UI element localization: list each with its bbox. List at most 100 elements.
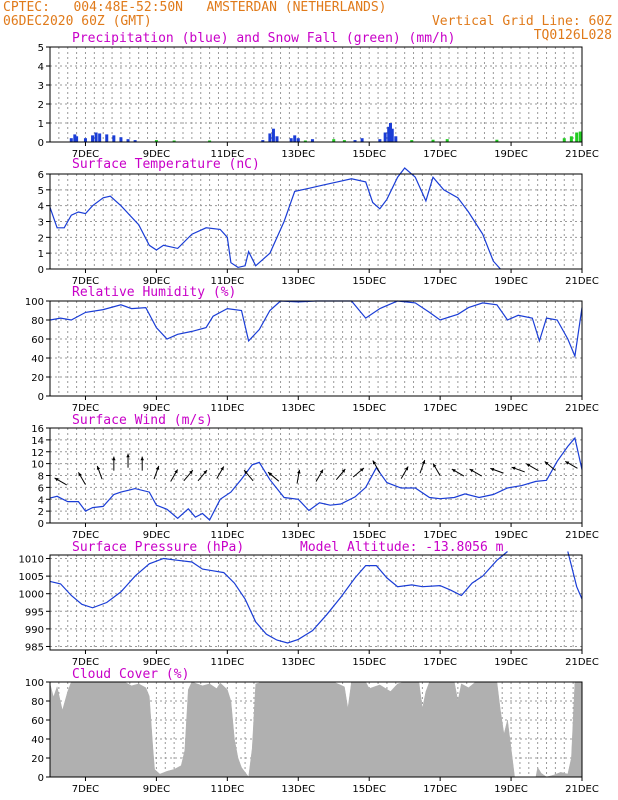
wind-arrow [153, 465, 160, 480]
rain-bar [69, 138, 73, 142]
pressure-frame [49, 554, 583, 651]
wind-arrow [54, 477, 67, 486]
rain-bar [126, 139, 130, 142]
wind-arrow-head [189, 470, 193, 475]
snow-bar [495, 139, 499, 142]
precip-ytick-label: 4 [38, 62, 44, 73]
cloud-cover-area [49, 681, 583, 778]
pressure-series-line [49, 551, 508, 644]
pressure-xtick-label: 21DEC [565, 657, 599, 668]
wind-xtick-label: 19DEC [494, 530, 528, 541]
wind-arrow-head [372, 460, 377, 465]
cloud-xtick-label: 13DEC [281, 784, 315, 795]
snow-bar [569, 136, 573, 142]
rain-bar [378, 139, 382, 142]
rain-bar [383, 132, 387, 142]
cloud-xtick-label: 7DEC [72, 784, 99, 795]
wind-arrow [352, 467, 365, 478]
temp-ytick-label: 5 [38, 186, 44, 197]
wind-arrow [432, 463, 441, 476]
wind-arrow [170, 469, 179, 482]
snow-bar [431, 139, 435, 142]
wind-arrow [419, 459, 426, 474]
cloud-frame [49, 681, 583, 778]
wind-arrow-head [360, 468, 364, 472]
temp-xtick-label: 11DEC [210, 276, 244, 287]
precip-ytick-label: 3 [38, 81, 44, 92]
rain-bar [91, 135, 95, 142]
rain-bar [388, 123, 392, 142]
wind-arrow-head [433, 463, 437, 468]
wind-xtick-label: 7DEC [72, 530, 99, 541]
wind-arrow [526, 463, 539, 472]
wind-arrow-head [112, 456, 116, 461]
rh-xtick-label: 19DEC [494, 403, 528, 414]
temp-series-line [49, 167, 501, 270]
rain-bar [390, 128, 394, 142]
snow-bar [575, 132, 579, 142]
rain-bar [94, 132, 98, 142]
snow-bar [342, 140, 346, 142]
rain-bar [268, 133, 272, 142]
precip-xtick-label: 17DEC [423, 149, 457, 160]
wind-ytick-label: 8 [38, 472, 44, 483]
wind-xtick-label: 21DEC [565, 530, 599, 541]
wind-arrow-head [565, 461, 570, 465]
wind-ytick-label: 6 [38, 483, 44, 494]
wind-ytick-label: 4 [38, 495, 44, 506]
rh-xtick-label: 15DEC [352, 403, 386, 414]
wind-arrow [372, 460, 381, 473]
wind-arrow-head [297, 469, 301, 474]
pressure-title: Surface Pressure (hPa) [72, 540, 244, 555]
temp-ytick-label: 0 [38, 265, 44, 276]
temp-ytick-label: 2 [38, 233, 44, 244]
rain-bar [296, 138, 300, 142]
rain-bar [105, 134, 109, 142]
pressure-ytick-label: 990 [25, 625, 44, 636]
wind-arrow [400, 466, 409, 479]
wind-arrow [296, 469, 301, 484]
temp-xtick-label: 21DEC [565, 276, 599, 287]
cloud-title: Cloud Cover (%) [72, 667, 189, 682]
precip-ytick-label: 1 [38, 119, 44, 130]
wind-arrow [216, 466, 225, 479]
pressure-ytick-label: 1010 [19, 555, 44, 566]
rain-bar [353, 140, 357, 142]
pressure-xtick-label: 15DEC [352, 657, 386, 668]
wind-arrow-head [526, 463, 531, 467]
pressure-xtick-label: 17DEC [423, 657, 457, 668]
wind-ytick-label: 12 [31, 448, 44, 459]
wind-xtick-label: 17DEC [423, 530, 457, 541]
snow-bar [578, 131, 582, 142]
cloud-ytick-label: 80 [31, 697, 44, 708]
rh-ytick-label: 100 [25, 297, 44, 308]
rain-bar [360, 138, 364, 142]
wind-arrow-head [220, 466, 224, 471]
wind-arrow-head [421, 460, 426, 464]
rain-bar [75, 136, 79, 142]
temp-xtick-label: 19DEC [494, 276, 528, 287]
wind-arrow-head [544, 461, 549, 466]
cloud-xtick-label: 15DEC [352, 784, 386, 795]
precip-xtick-label: 11DEC [210, 149, 244, 160]
snow-bar [208, 140, 212, 142]
rh-xtick-label: 17DEC [423, 403, 457, 414]
wind-ytick-label: 0 [38, 519, 44, 530]
temp-ytick-label: 4 [38, 202, 44, 213]
precip-xtick-label: 9DEC [143, 149, 170, 160]
pressure-xtick-label: 13DEC [281, 657, 315, 668]
cloud-ytick-label: 40 [31, 735, 44, 746]
header-grid-note: Vertical Grid Line: 60Z [431, 14, 612, 29]
snow-bar [303, 140, 307, 142]
pressure-xtick-label: 19DEC [494, 657, 528, 668]
wind-arrow-head [511, 466, 516, 471]
wind-arrow [96, 465, 103, 480]
rh-xtick-label: 11DEC [210, 403, 244, 414]
precip-ytick-label: 5 [38, 43, 44, 54]
rain-bar [289, 138, 293, 142]
rh-title: Relative Humidity (%) [72, 285, 236, 300]
wind-series-line [49, 436, 583, 521]
snow-bar [562, 138, 566, 142]
